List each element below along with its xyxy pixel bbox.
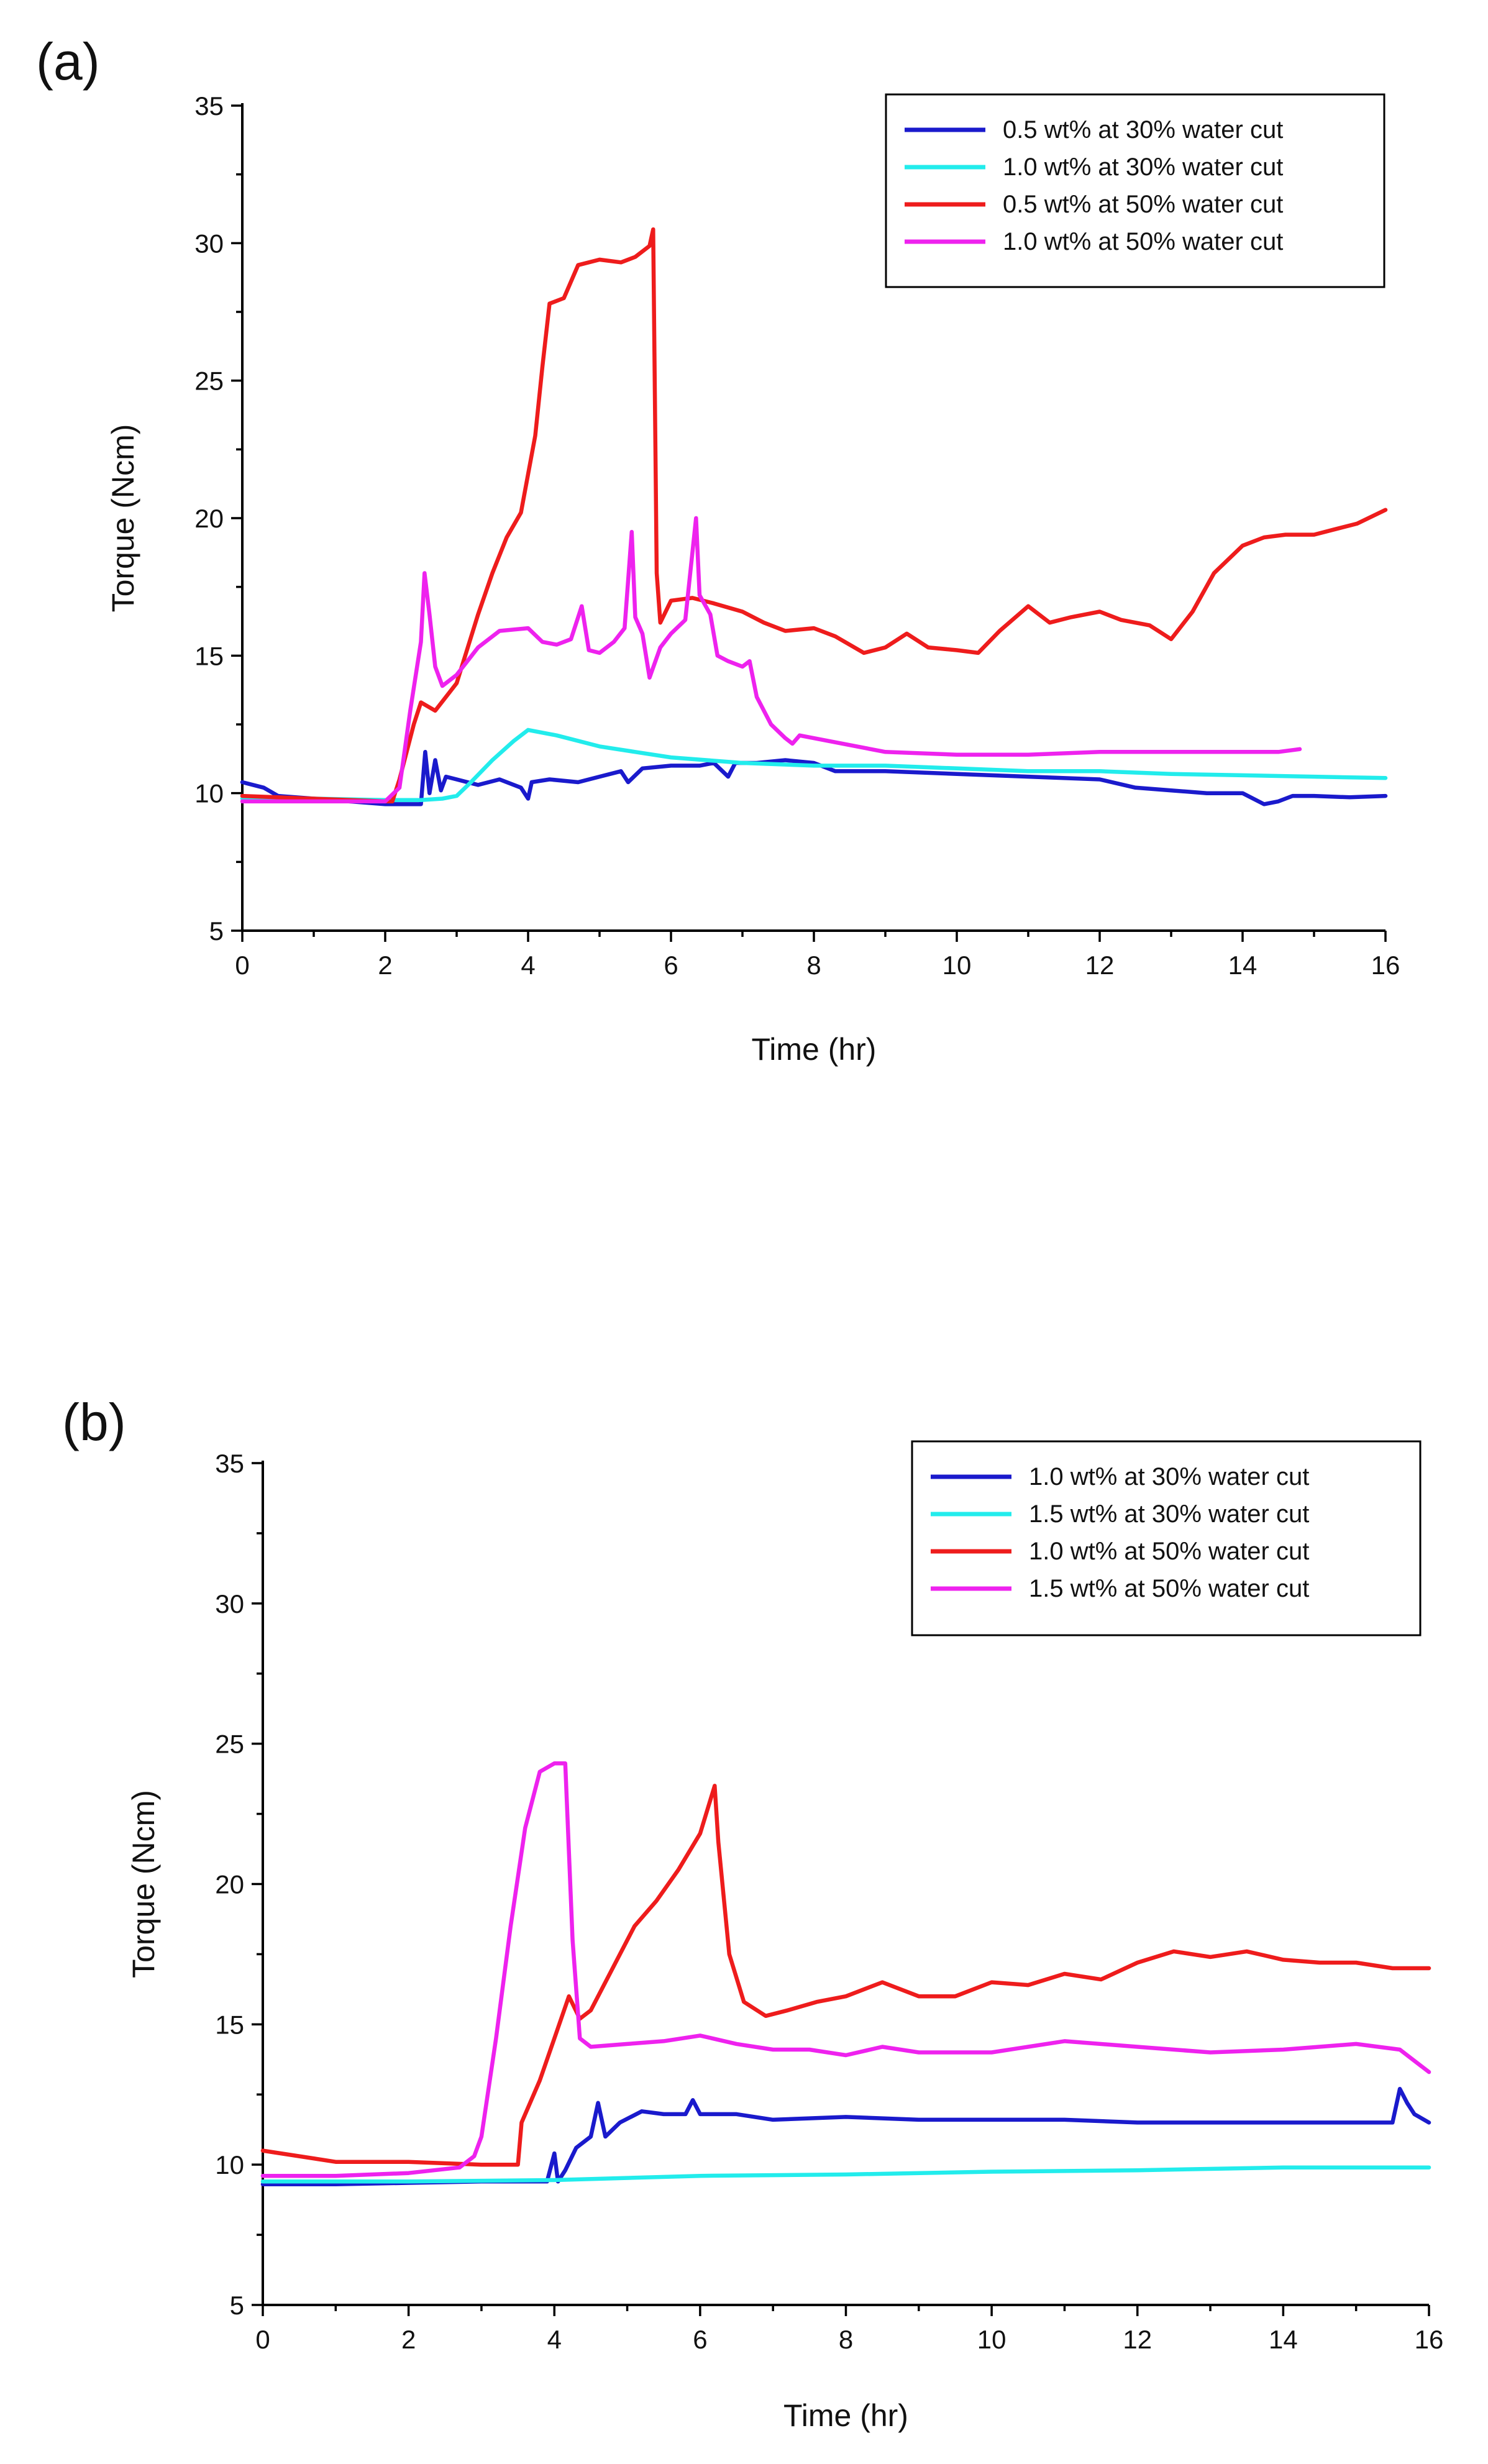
y-tick-label: 35 [215,1449,244,1478]
y-axis-title: Torque (Ncm) [126,1790,161,1978]
series-line-3 [260,1784,1431,2167]
x-tick-label: 6 [664,951,678,980]
y-tick-label: 5 [209,916,224,946]
x-tick-label: 0 [235,951,249,980]
series-line-2 [240,728,1388,802]
y-tick-label: 35 [194,91,224,121]
x-tick-label: 12 [1123,2325,1152,2354]
x-tick-label: 16 [1415,2325,1444,2354]
x-tick-label: 8 [806,951,821,980]
legend-label-1: 0.5 wt% at 30% water cut [1003,116,1283,144]
x-tick-label: 10 [943,951,972,980]
x-tick-label: 4 [521,951,535,980]
y-tick-label: 25 [194,367,224,396]
series-line-2 [260,2165,1431,2184]
legend-label-3: 0.5 wt% at 50% water cut [1003,191,1283,218]
panel-label: (a) [36,32,100,91]
x-tick-label: 12 [1085,951,1115,980]
y-tick-label: 10 [194,779,224,808]
legend: 1.0 wt% at 30% water cut 1.5 wt% at 30% w… [911,1440,1422,1636]
series-line-4 [240,516,1302,804]
y-tick-label: 30 [215,1589,244,1618]
y-tick-label: 20 [215,1870,244,1899]
x-tick-label: 6 [693,2325,707,2354]
panel-label: (b) [62,1393,126,1451]
series-line-4 [260,1761,1431,2178]
x-tick-label: 0 [255,2325,270,2354]
legend-box [911,1440,1422,1636]
y-tick-label: 20 [194,504,224,533]
y-tick-label: 15 [194,641,224,670]
x-axis-title: Time (hr) [783,2398,908,2433]
series-line-3 [240,227,1388,804]
y-tick-label: 15 [215,2010,244,2039]
legend-label-1: 1.0 wt% at 30% water cut [1029,1463,1309,1490]
y-axis-title: Torque (Ncm) [106,424,140,613]
x-tick-label: 4 [547,2325,562,2354]
y-tick-label: 30 [194,229,224,258]
legend-label-4: 1.0 wt% at 50% water cut [1003,228,1283,255]
y-tick-label: 25 [215,1730,244,1759]
x-tick-label: 14 [1269,2325,1298,2354]
x-tick-label: 10 [977,2325,1006,2354]
y-tick-label: 5 [230,2291,244,2320]
legend: 0.5 wt% at 30% water cut 1.0 wt% at 30% w… [885,93,1385,288]
y-tick-label: 10 [215,2150,244,2179]
legend-label-2: 1.0 wt% at 30% water cut [1003,153,1283,181]
x-tick-label: 2 [401,2325,416,2354]
legend-label-3: 1.0 wt% at 50% water cut [1029,1538,1309,1565]
x-tick-label: 14 [1228,951,1257,980]
legend-label-4: 1.5 wt% at 50% water cut [1029,1575,1309,1602]
chart-panel-b: (b) 5 10 15 20 25 30 35 0 2 4 6 8 10 12 14 16 Time (hr) To… [62,1393,1443,2433]
x-tick-label: 2 [378,951,392,980]
series-line-1 [240,750,1388,806]
chart-panel-a: (a) 5 10 15 20 25 30 35 0 2 4 6 8 10 12 14 16 Time (hr) To… [36,32,1400,1067]
legend-label-2: 1.5 wt% at 30% water cut [1029,1500,1309,1528]
x-tick-label: 16 [1371,951,1400,980]
x-axis-title: Time (hr) [752,1032,877,1067]
legend-box [885,93,1385,288]
series-line-1 [260,2086,1431,2187]
x-tick-label: 8 [839,2325,853,2354]
